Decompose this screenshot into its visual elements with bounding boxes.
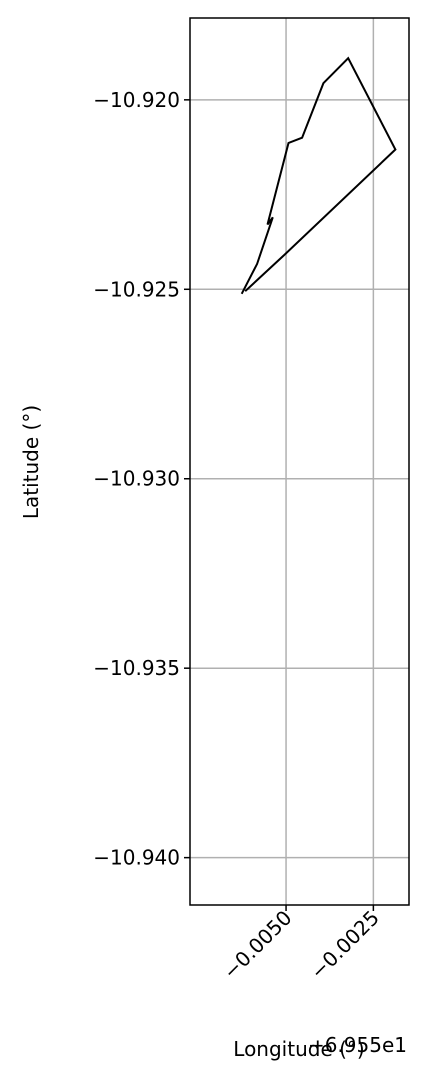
y-tick-label: −10.940 — [93, 846, 180, 870]
x-axis-offset-label: −6.955e1 — [308, 1033, 407, 1057]
y-tick-label: −10.925 — [93, 277, 180, 301]
y-tick-label: −10.930 — [93, 467, 180, 491]
y-tick-label: −10.935 — [93, 656, 180, 680]
x-tick-label: −0.0050 — [218, 906, 296, 984]
series-lines — [240, 56, 397, 295]
x-tick-label: −0.0025 — [306, 906, 384, 984]
grid-lines — [190, 18, 409, 905]
axis-ticks: −10.920 −10.925 −10.930 −10.935 −10.940 −0.00… — [93, 88, 384, 984]
plot-area-frame — [189, 17, 410, 906]
y-axis-label: Latitude (°) — [19, 405, 43, 519]
series-line — [240, 56, 397, 295]
y-tick-label: −10.920 — [93, 88, 180, 112]
x-axis-label: Longitude (°) — [233, 1037, 364, 1061]
